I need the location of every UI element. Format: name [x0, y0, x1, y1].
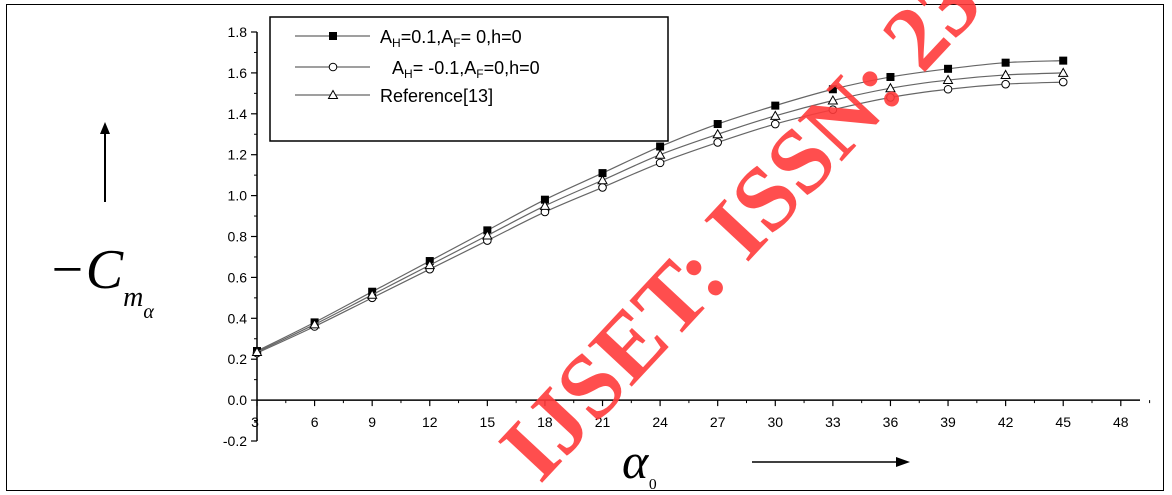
data-point: [713, 120, 722, 129]
x-tick-label: 24: [652, 414, 668, 430]
data-point: [944, 64, 953, 73]
data-point: [540, 195, 549, 204]
data-point: [771, 101, 780, 110]
data-point: [1001, 79, 1010, 89]
data-point: [827, 94, 839, 105]
data-point: [598, 169, 607, 178]
data-point: [251, 346, 263, 357]
data-point: [654, 149, 666, 159]
data-point: [886, 93, 895, 102]
x-label-arrowhead: [896, 457, 910, 467]
series-line: [256, 81, 1064, 354]
data-point: [828, 85, 837, 94]
series-line: [256, 72, 1064, 353]
y-tick-label: 0.2: [228, 351, 248, 367]
y-tick-label: 1.6: [228, 65, 248, 81]
x-tick-label: 15: [480, 414, 496, 430]
x-tick-label: 3: [251, 414, 259, 430]
legend-marker: [327, 89, 339, 99]
data-point: [309, 318, 320, 329]
data-point: [539, 200, 551, 210]
legend: AH=0.1,AF= 0,h=0 AH= -0.1,AF=0,h=0 Referen…: [269, 16, 669, 142]
legend-marker: [328, 62, 338, 72]
axis-labels: −Cmα α₀: [48, 122, 910, 490]
data-point: [943, 84, 953, 94]
y-tick-label: 1.8: [228, 24, 248, 40]
data-point: [597, 174, 608, 185]
legend-item-3: Reference[13]: [295, 86, 493, 106]
data-point: [655, 158, 665, 168]
y-tick-label: 0.4: [228, 310, 248, 326]
data-point: [1059, 56, 1068, 65]
x-tick-label: 45: [1055, 414, 1071, 430]
axes: -0.20.00.20.40.60.81.01.21.41.61.83 6 9 12 1…: [223, 24, 1151, 449]
data-point: [828, 105, 838, 115]
y-tick-label: 0.8: [228, 229, 248, 245]
data-point: [366, 289, 378, 299]
series-layer: [251, 56, 1069, 358]
x-tick-label: 6: [311, 414, 319, 430]
data-point: [712, 128, 724, 139]
x-tick-label: 30: [767, 414, 783, 430]
data-point: [886, 72, 895, 81]
x-tick-label: 27: [710, 414, 726, 430]
data-point: [770, 119, 780, 129]
series-3: [251, 67, 1069, 357]
y-tick-label: 0.0: [228, 392, 248, 408]
data-point: [598, 183, 607, 192]
data-point: [481, 229, 493, 240]
x-tick-label: 12: [422, 414, 438, 430]
x-tick-label: 39: [940, 414, 956, 430]
data-point: [1001, 58, 1010, 67]
data-point: [713, 138, 722, 147]
data-point: [769, 110, 781, 120]
legend-label: Reference[13]: [380, 86, 493, 106]
data-point: [656, 142, 665, 151]
series-2: [252, 77, 1068, 358]
y-label-arrowhead: [100, 122, 110, 134]
x-tick-label: 42: [998, 414, 1014, 430]
legend-label: AH=0.1,AF= 0,h=0: [380, 27, 522, 50]
x-tick-label: 33: [825, 414, 841, 430]
x-tick-label: 48: [1113, 414, 1129, 430]
y-tick-label: 1.2: [228, 147, 248, 163]
data-point: [1057, 67, 1069, 77]
data-point: [424, 259, 436, 270]
y-tick-label: 0.6: [228, 269, 248, 285]
figure-frame: [6, 4, 1164, 491]
data-point: [1058, 77, 1068, 87]
y-tick-label: -0.2: [223, 433, 247, 449]
x-tick-label: 36: [883, 414, 899, 430]
x-tick-label: 18: [537, 414, 553, 430]
legend-item-1: AH=0.1,AF= 0,h=0: [295, 27, 522, 50]
data-point: [942, 74, 954, 85]
data-point: [885, 82, 896, 93]
data-point: [1000, 69, 1011, 79]
legend-marker: [329, 32, 337, 40]
x-tick-label: 9: [368, 414, 376, 430]
y-tick-label: 1.0: [228, 188, 248, 204]
series-line: [256, 60, 1064, 352]
x-axis-label: α₀: [622, 433, 657, 490]
legend-item-2: AH= -0.1,AF=0,h=0: [295, 58, 540, 81]
legend-label: AH= -0.1,AF=0,h=0: [392, 58, 540, 81]
y-axis-label: −Cmα: [48, 239, 154, 323]
x-tick-label: 21: [595, 414, 611, 430]
y-tick-label: 1.4: [228, 106, 248, 122]
